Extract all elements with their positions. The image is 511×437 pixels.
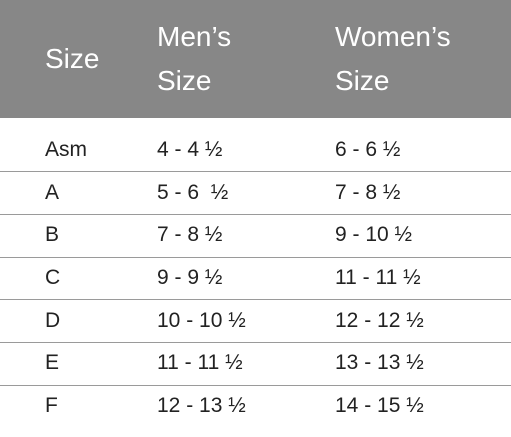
table-cell: 11 - 11 ½ — [157, 351, 243, 375]
table-cell: 12 - 13 ½ — [157, 394, 246, 418]
table-cell: 14 - 15 ½ — [335, 394, 424, 418]
table-row: A 5 - 6 ½ 7 - 8 ½ — [0, 171, 511, 215]
table-cell: 10 - 10 ½ — [157, 308, 246, 332]
header-cell: Women’s Size — [335, 0, 451, 118]
table-row: B 7 - 8 ½ 9 - 10 ½ — [0, 214, 511, 258]
table-row: E 11 - 11 ½ 13 - 13 ½ — [0, 342, 511, 386]
table-cell: E — [45, 351, 60, 375]
header-cell: Men’s Size — [157, 0, 231, 118]
table-cell: 6 - 6 ½ — [335, 137, 401, 161]
table-cell: B — [45, 223, 60, 247]
table-header: Size Men’s Size Women’s Size — [0, 0, 511, 118]
header-cell: Size — [45, 0, 99, 118]
table-cell: F — [45, 394, 58, 418]
table-cell: 11 - 11 ½ — [335, 265, 421, 289]
table-cell: 5 - 6 ½ — [157, 180, 229, 204]
table-cell: D — [45, 308, 61, 332]
header-text: Women’s Size — [335, 21, 451, 96]
table-cell: 9 - 10 ½ — [335, 223, 413, 247]
table-cell: 7 - 8 ½ — [335, 180, 401, 204]
table-row: Asm 4 - 4 ½ 6 - 6 ½ — [0, 129, 511, 173]
table-cell: 4 - 4 ½ — [157, 137, 223, 161]
table-row: C 9 - 9 ½ 11 - 11 ½ — [0, 257, 511, 301]
table-row: F 12 - 13 ½ 14 - 15 ½ — [0, 385, 511, 428]
header-text: Men’s Size — [157, 21, 232, 96]
table-cell: 9 - 9 ½ — [157, 265, 223, 289]
table-cell: 13 - 13 ½ — [335, 351, 424, 375]
table-cell: C — [45, 265, 61, 289]
table-row: D 10 - 10 ½ 12 - 12 ½ — [0, 299, 511, 343]
table-cell: A — [45, 180, 60, 204]
table-cell: 7 - 8 ½ — [157, 223, 223, 247]
header-text: Size — [45, 43, 100, 74]
table-cell: Asm — [45, 137, 87, 161]
table-cell: 12 - 12 ½ — [335, 308, 424, 332]
